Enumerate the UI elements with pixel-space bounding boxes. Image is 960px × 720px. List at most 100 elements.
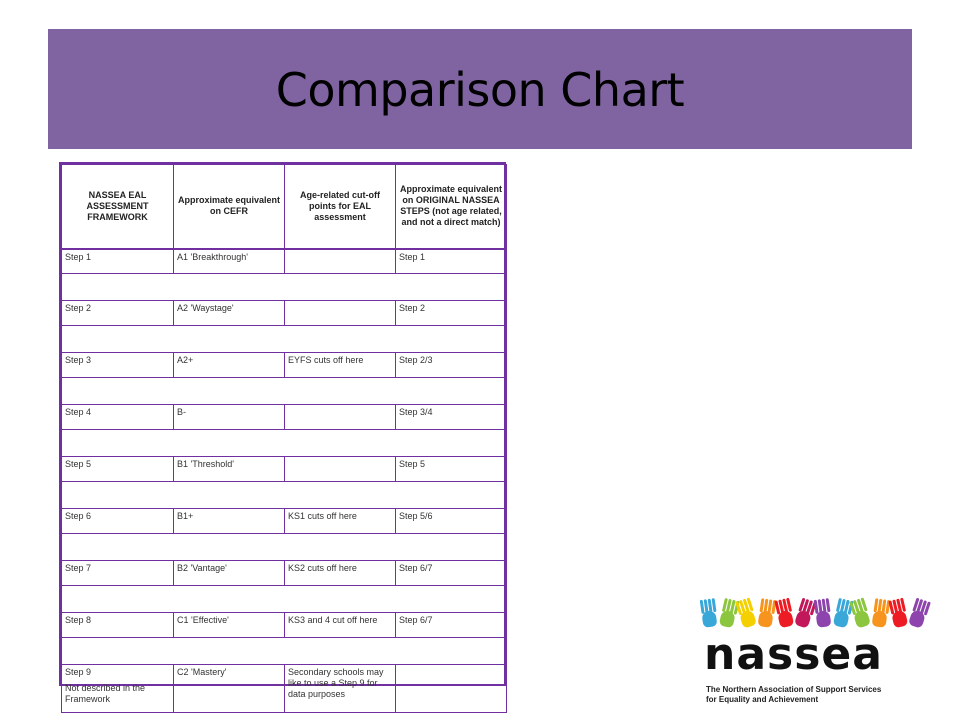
cell-cefr: C2 'Mastery' [173, 664, 285, 713]
cell-framework-text: Step 6 [65, 511, 92, 521]
cell-original-steps [395, 664, 507, 713]
cell-framework-note: Not described in the Framework [65, 683, 146, 704]
cell-cefr-text: C2 'Mastery' [177, 667, 227, 677]
hand-print-icon [904, 595, 933, 637]
cell-cefr: B- [173, 404, 285, 430]
table-spacer-row [61, 429, 507, 457]
table-row: Step 3 A2+ EYFS cuts off here Step 2/3 [61, 352, 507, 378]
table-spacer-row [61, 481, 507, 509]
cell-cefr: B1 'Threshold' [173, 456, 285, 482]
cell-cefr-text: C1 'Effective' [177, 615, 229, 625]
cell-cefr: A1 'Breakthrough' [173, 248, 285, 274]
cell-framework-text: Step 1 [65, 251, 92, 262]
cell-cefr-text: A2 'Waystage' [177, 303, 234, 313]
cell-framework: Step 5 [61, 456, 174, 482]
cell-original-steps: Step 2 [395, 300, 507, 326]
cell-framework: Step 9 Not described in the Framework [61, 664, 174, 713]
header-cefr: Approximate equivalent on CEFR [173, 164, 285, 250]
cell-cutoff-text: KS2 cuts off here [288, 563, 357, 573]
cell-framework: Step 7 [61, 560, 174, 586]
cell-cefr: B2 'Vantage' [173, 560, 285, 586]
table-spacer-row [61, 377, 507, 405]
logo-tagline-line2: for Equality and Achievement [706, 695, 819, 704]
cell-original-steps-text: Step 1 [399, 251, 426, 262]
header-cutoff: Age-related cut-off points for EAL asses… [284, 164, 396, 250]
table-row: Step 9 Not described in the Framework C2 '… [61, 664, 507, 713]
cell-original-steps: Step 5/6 [395, 508, 507, 534]
cell-original-steps: Step 1 [395, 248, 507, 274]
spacer-cell [61, 325, 507, 353]
cell-cutoff-text: EYFS cuts off here [288, 355, 364, 365]
cell-cutoff: EYFS cuts off here [284, 352, 396, 378]
cell-cutoff [284, 300, 396, 326]
table-row: Step 8 C1 'Effective' KS3 and 4 cut off he… [61, 612, 507, 638]
cell-cefr-text: B2 'Vantage' [177, 563, 227, 573]
cell-cefr: B1+ [173, 508, 285, 534]
comparison-table-frame: NASSEA EAL ASSESSMENT FRAMEWORK Approxim… [59, 162, 507, 713]
table-row: Step 5 B1 'Threshold' Step 5 [61, 456, 507, 482]
cell-original-steps-text: Step 3/4 [399, 407, 433, 417]
spacer-cell [61, 533, 507, 561]
cell-original-steps-text: Step 6/7 [399, 563, 433, 573]
cell-framework-text: Step 9 [65, 667, 92, 677]
cell-cutoff: KS1 cuts off here [284, 508, 396, 534]
spacer-cell [61, 637, 507, 665]
table-row: Step 7 B2 'Vantage' KS2 cuts off here Step … [61, 560, 507, 586]
cell-cefr: A2+ [173, 352, 285, 378]
cell-original-steps: Step 2/3 [395, 352, 507, 378]
logo-wordmark: nassea [704, 629, 883, 680]
cell-framework-text: Step 2 [65, 303, 92, 313]
cell-cefr-text: A1 'Breakthrough' [177, 251, 248, 262]
table-spacer-row [61, 585, 507, 613]
table-row: Step 2 A2 'Waystage' Step 2 [61, 300, 507, 326]
cell-cefr-text: B- [177, 407, 186, 417]
spacer-cell [61, 429, 507, 457]
comparison-table: NASSEA EAL ASSESSMENT FRAMEWORK Approxim… [61, 164, 507, 713]
spacer-cell [61, 585, 507, 613]
cell-cutoff: KS2 cuts off here [284, 560, 396, 586]
logo-tagline: The Northern Association of Support Serv… [706, 685, 881, 705]
cell-original-steps-text: Step 5 [399, 459, 426, 469]
cell-cefr: A2 'Waystage' [173, 300, 285, 326]
cell-cefr-text: B1+ [177, 511, 194, 521]
title-banner: Comparison Chart [48, 29, 912, 149]
header-framework: NASSEA EAL ASSESSMENT FRAMEWORK [61, 164, 174, 250]
logo-tagline-line1: The Northern Association of Support Serv… [706, 685, 882, 694]
cell-framework-text: Step 8 [65, 615, 92, 625]
cell-framework-text: Step 3 [65, 355, 92, 365]
cell-cefr-text: B1 'Threshold' [177, 459, 234, 469]
table-header-row: NASSEA EAL ASSESSMENT FRAMEWORK Approxim… [61, 164, 507, 250]
cell-framework: Step 1 [61, 248, 174, 274]
table-spacer-row [61, 533, 507, 561]
cell-original-steps-text: Step 2/3 [399, 355, 433, 365]
nassea-logo: nassea The Northern Association of Suppo… [696, 597, 932, 707]
slide-title: Comparison Chart [275, 63, 685, 117]
table-row: Step 6 B1+ KS1 cuts off here Step 5/6 [61, 508, 507, 534]
header-original-steps: Approximate equivalent on ORIGINAL NASSE… [395, 164, 507, 250]
cell-cefr: C1 'Effective' [173, 612, 285, 638]
spacer-cell [61, 377, 507, 405]
table-row: Step 1 A1 'Breakthrough' Step 1 [61, 248, 507, 274]
cell-original-steps: Step 5 [395, 456, 507, 482]
cell-cutoff: Secondary schools may like to use a Step… [284, 664, 396, 713]
table-row: Step 4 B- Step 3/4 [61, 404, 507, 430]
cell-original-steps-text: Step 6/7 [399, 615, 433, 625]
cell-cefr-text: A2+ [177, 355, 194, 365]
cell-original-steps-text: Step 2 [399, 303, 426, 313]
cell-cutoff-text: KS1 cuts off here [288, 511, 357, 521]
cell-cutoff [284, 404, 396, 430]
cell-original-steps: Step 6/7 [395, 612, 507, 638]
spacer-cell [61, 481, 507, 509]
cell-framework: Step 3 [61, 352, 174, 378]
cell-framework: Step 6 [61, 508, 174, 534]
cell-framework: Step 8 [61, 612, 174, 638]
cell-framework: Step 2 [61, 300, 174, 326]
cell-original-steps: Step 3/4 [395, 404, 507, 430]
spacer-cell [61, 273, 507, 301]
cell-framework: Step 4 [61, 404, 174, 430]
cell-original-steps: Step 6/7 [395, 560, 507, 586]
cell-framework-text: Step 5 [65, 459, 92, 469]
table-body: Step 1 A1 'Breakthrough' Step 1 Step 2 A2 'W… [61, 248, 507, 713]
cell-original-steps-text: Step 5/6 [399, 511, 433, 521]
table-spacer-row [61, 637, 507, 665]
